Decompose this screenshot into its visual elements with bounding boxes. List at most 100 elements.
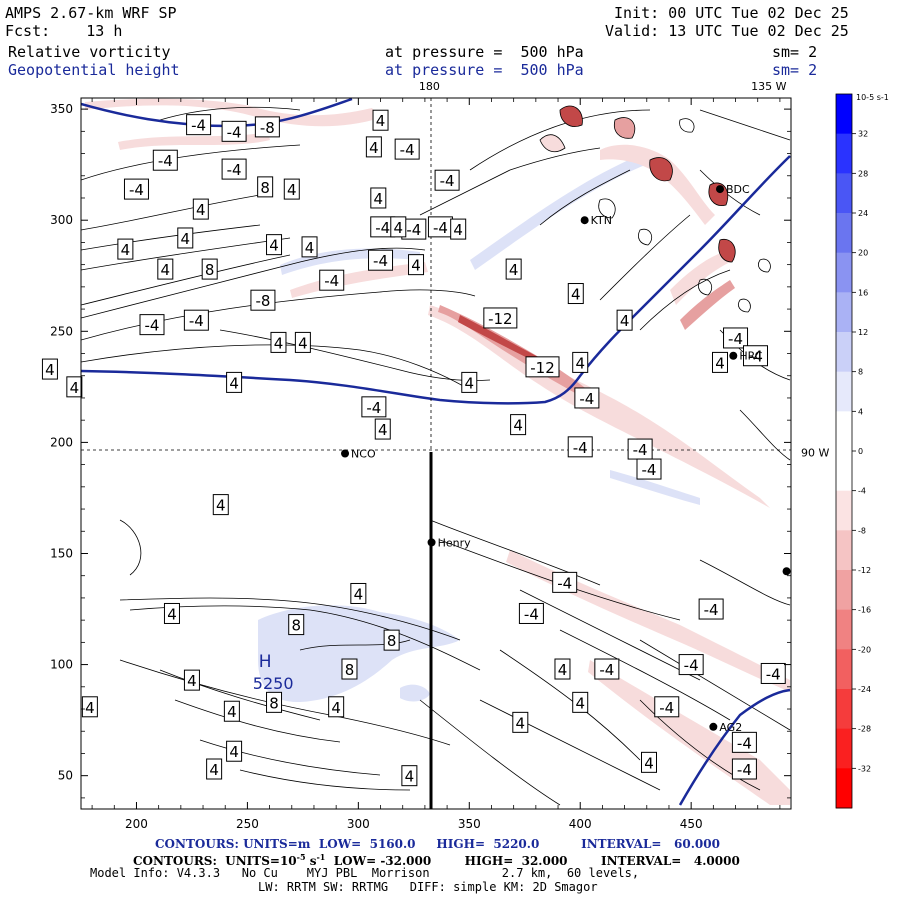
station-marker[interactable]: NCO — [341, 448, 376, 461]
y-tick-label: 50 — [58, 769, 73, 783]
contour-label: 4 — [372, 109, 389, 131]
svg-text:-4: -4 — [659, 699, 674, 717]
contour-label: 4 — [177, 227, 194, 249]
svg-text:4: 4 — [575, 694, 585, 712]
contour-label: 4 — [223, 700, 240, 722]
colorbar-swatch — [836, 689, 852, 730]
colorbar-swatch — [836, 530, 852, 571]
svg-text:-4: -4 — [440, 172, 455, 190]
colorbar-swatch — [836, 173, 852, 214]
forecast-hours: 13 h — [86, 22, 123, 40]
svg-text:-4: -4 — [324, 272, 339, 290]
svg-text:4: 4 — [369, 139, 379, 157]
svg-text:4: 4 — [227, 703, 237, 721]
contour-label: 4 — [554, 658, 571, 680]
contour-label: 4 — [370, 187, 387, 209]
contour-label: 4 — [572, 691, 589, 713]
contour-label: -4 — [552, 571, 578, 593]
colorbar-swatch — [836, 728, 852, 769]
svg-text:4: 4 — [274, 334, 284, 352]
colorbar-swatch — [836, 768, 852, 809]
svg-text:-4: -4 — [158, 152, 173, 170]
svg-text:4: 4 — [85, 699, 95, 717]
station-marker[interactable] — [782, 567, 791, 576]
svg-text:4: 4 — [269, 237, 279, 255]
colorbar-swatch — [836, 292, 852, 333]
contour-label: 4 — [266, 234, 283, 256]
contour-label: -4 — [731, 731, 757, 753]
svg-text:4: 4 — [516, 714, 526, 732]
model-info: Model Info: V4.3.3 No Cu MYJ PBL Morriso… — [90, 866, 640, 880]
colorbar-tick-label: 20 — [858, 249, 868, 258]
svg-text:-4: -4 — [728, 330, 743, 348]
colorbar-swatch — [836, 490, 852, 531]
contour-label: -4 — [368, 249, 394, 271]
svg-text:8: 8 — [205, 261, 215, 279]
colorbar-tick-label: -28 — [858, 725, 871, 734]
svg-text:8: 8 — [387, 632, 397, 650]
svg-text:-4: -4 — [737, 761, 752, 779]
colorbar-swatch — [836, 133, 852, 174]
contour-label: 4 — [567, 283, 584, 305]
meridian-label: 135 W — [751, 80, 786, 93]
contour-label: 8 — [201, 258, 218, 280]
svg-text:4: 4 — [70, 379, 80, 397]
colorbar-tick-label: 0 — [858, 447, 863, 456]
contour-label: 4 — [301, 236, 318, 258]
colorbar-swatch — [836, 609, 852, 650]
station-marker[interactable]: AG2 — [709, 721, 742, 734]
contour-label: 4 — [206, 758, 223, 780]
svg-text:-12: -12 — [488, 310, 513, 328]
svg-text:-4: -4 — [406, 221, 421, 239]
contour-label: 4 — [712, 351, 728, 373]
svg-text:4: 4 — [453, 221, 463, 239]
contour-label: 8 — [341, 658, 358, 680]
station-marker[interactable]: HRC — [729, 350, 763, 363]
contour-label: -4 — [183, 309, 209, 331]
contour-label: -4 — [723, 327, 749, 349]
x-tick-label: 450 — [680, 817, 703, 831]
contour-label: 4 — [505, 258, 522, 280]
plot-frame — [80, 97, 792, 810]
colorbar-tick-label: -4 — [858, 487, 866, 496]
svg-text:-4: -4 — [557, 574, 572, 592]
svg-text:8: 8 — [269, 694, 279, 712]
station-marker[interactable]: Henry — [427, 536, 472, 549]
model-title: AMPS 2.67-km WRF SP — [5, 4, 177, 22]
svg-text:4: 4 — [411, 257, 421, 275]
svg-text:8: 8 — [291, 617, 301, 635]
contour-label: -4 — [698, 598, 724, 620]
field1-smoothing: sm= 2 — [772, 43, 818, 61]
svg-text:4: 4 — [620, 312, 630, 330]
colorbar-tick-label: -8 — [858, 526, 866, 535]
colorbar-swatch — [836, 371, 852, 412]
colorbar-tick-label: 8 — [858, 368, 863, 377]
contour-label: 4 — [192, 198, 209, 220]
y-tick-label: 350 — [50, 102, 73, 116]
colorbar-tick-label: 12 — [858, 328, 868, 337]
contour-label: 4 — [212, 494, 229, 516]
svg-text:-8: -8 — [260, 119, 275, 137]
x-tick-label: 300 — [347, 817, 370, 831]
contour-label: -8 — [250, 289, 276, 311]
contour-label: -4 — [123, 178, 149, 200]
station-marker[interactable]: KTN — [580, 214, 612, 227]
contour-label: 4 — [365, 136, 382, 158]
svg-text:-4: -4 — [684, 657, 699, 675]
contour-label: -4 — [139, 314, 165, 336]
svg-text:-4: -4 — [400, 141, 415, 159]
svg-text:-4: -4 — [433, 219, 448, 237]
svg-text:-4: -4 — [227, 161, 242, 179]
contour-label: -4 — [760, 662, 786, 684]
colorbar-swatch — [836, 649, 852, 690]
contour-label: -12 — [483, 307, 518, 329]
contour-label: 4 — [510, 414, 527, 436]
svg-text:-4: -4 — [373, 252, 388, 270]
field2-smoothing: sm= 2 — [772, 61, 818, 79]
svg-text:-4: -4 — [573, 439, 588, 457]
svg-text:-4: -4 — [579, 390, 594, 408]
station-label: BDC — [726, 183, 750, 196]
contour-label: 4 — [283, 178, 300, 200]
station-marker[interactable]: BDC — [716, 183, 750, 196]
svg-text:4: 4 — [644, 754, 654, 772]
